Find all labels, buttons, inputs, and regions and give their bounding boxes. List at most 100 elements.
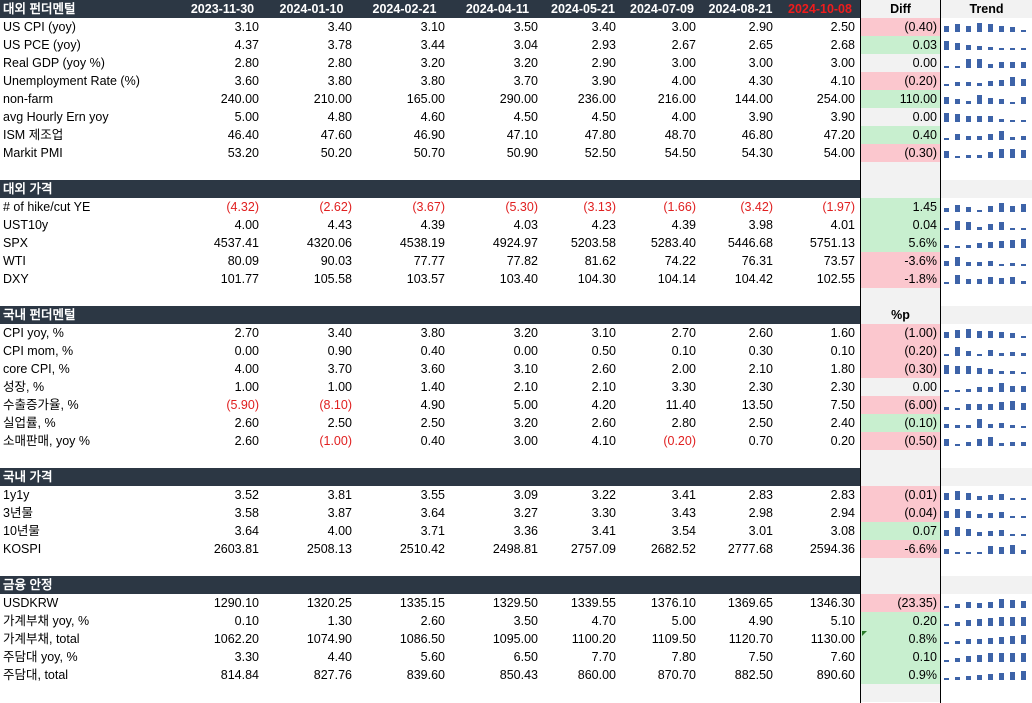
value-cell: 3.54 — [671, 524, 696, 538]
trend-blank — [941, 162, 1032, 180]
trend-bar — [944, 282, 949, 284]
trend-bar — [955, 408, 960, 410]
section-header: 대외 펀더멘털 2023-11-30 2024-01-10 2024-02-21 202… — [0, 0, 1032, 18]
trend-bar — [966, 366, 971, 374]
trend-bar — [1021, 30, 1026, 32]
trend-bar — [1021, 498, 1026, 500]
trend-sparkline — [941, 252, 1032, 270]
value-cell: 0.40 — [420, 434, 445, 448]
value-cell: 2.10 — [513, 380, 538, 394]
trend-bar — [988, 546, 993, 554]
value-cell: 0.70 — [748, 434, 773, 448]
section-header: 대외 가격 — [0, 180, 1032, 198]
value-cell: 2.83 — [830, 488, 855, 502]
value-cell: 50.90 — [506, 146, 538, 160]
value-cell: 3.00 — [513, 434, 538, 448]
trend-header-blank — [941, 306, 1032, 324]
value-cell: 13.50 — [741, 398, 773, 412]
diff-cell: (0.20) — [861, 72, 940, 90]
trend-bar — [944, 354, 949, 356]
value-cell: 0.10 — [234, 614, 259, 628]
value-cell: 1320.25 — [306, 596, 352, 610]
row-label: US PCE (yoy) — [3, 38, 81, 52]
value-cell: 1290.10 — [213, 596, 259, 610]
column-separator — [940, 0, 941, 703]
trend-bar — [999, 26, 1004, 32]
value-cell: 3.52 — [234, 488, 259, 502]
trend-bar — [966, 639, 971, 644]
table-row: 소매판매, yoy % 2.60 (1.00) 0.40 3.00 4.10 (0.20) 0… — [0, 432, 1032, 450]
value-cell: 827.76 — [313, 668, 352, 682]
trend-bar — [944, 390, 949, 392]
trend-bar — [988, 369, 993, 374]
row-label: CPI mom, % — [3, 344, 74, 358]
trend-bar — [977, 675, 982, 680]
value-cell: 3.60 — [420, 362, 445, 376]
date-header: 2024-08-21 — [708, 2, 773, 16]
diff-cell: (0.20) — [861, 342, 940, 360]
section-title: 금융 안정 — [3, 578, 53, 592]
value-cell: 2.93 — [591, 38, 616, 52]
value-cell: 240.00 — [220, 92, 259, 106]
value-cell: 74.22 — [664, 254, 696, 268]
trend-bar — [999, 203, 1004, 212]
value-cell: 77.77 — [413, 254, 445, 268]
trend-bar — [977, 227, 982, 230]
value-cell: 7.50 — [830, 398, 855, 412]
value-cell: 47.80 — [584, 128, 616, 142]
trend-bar — [999, 241, 1004, 248]
value-cell: 2.80 — [671, 416, 696, 430]
trend-bar — [944, 97, 949, 104]
trend-bar — [966, 442, 971, 446]
trend-bar — [944, 678, 949, 680]
trend-bar — [977, 243, 982, 248]
value-cell: 210.00 — [313, 92, 352, 106]
date-header: 2024-05-21 — [551, 2, 615, 16]
trend-bar — [999, 119, 1004, 122]
value-cell: 2.60 — [748, 326, 773, 340]
trend-bar — [977, 368, 982, 374]
value-cell: 4.00 — [327, 524, 352, 538]
value-cell: 80.09 — [227, 254, 259, 268]
value-cell: 3.64 — [420, 506, 445, 520]
table-row: WTI 80.09 90.03 77.77 77.82 81.62 74.22 76.31 73… — [0, 252, 1032, 270]
value-cell: 4.00 — [234, 362, 259, 376]
value-cell: 52.50 — [584, 146, 616, 160]
trend-bar — [999, 512, 1004, 518]
diff-blank — [861, 450, 940, 468]
value-cell: 4.70 — [591, 614, 616, 628]
trend-bar — [977, 532, 982, 536]
value-cell: 53.20 — [227, 146, 259, 160]
trend-bar — [977, 331, 982, 338]
trend-bar — [988, 242, 993, 248]
diff-cell: 0.9% — [861, 666, 940, 684]
value-cell: 3.00 — [748, 56, 773, 70]
table-row: 실업률, % 2.60 2.50 2.50 3.20 2.60 2.80 2.50 2.40 (0… — [0, 414, 1032, 432]
trend-bar — [1021, 386, 1026, 392]
trend-bar — [1010, 600, 1015, 608]
diff-cell: 0.20 — [861, 612, 940, 630]
value-cell: 4.39 — [671, 218, 696, 232]
value-cell: 103.57 — [406, 272, 445, 286]
trend-bar — [1021, 534, 1026, 536]
trend-bar — [988, 513, 993, 518]
trend-bar — [977, 155, 982, 158]
diff-cell: (0.40) — [861, 18, 940, 36]
trend-header-blank — [941, 576, 1032, 594]
value-cell: 3.50 — [513, 614, 538, 628]
value-cell: 2.10 — [748, 362, 773, 376]
trend-bar — [1021, 336, 1026, 338]
trend-bar — [955, 114, 960, 122]
diff-cell: 0.00 — [861, 378, 940, 396]
trend-bar — [1021, 120, 1026, 122]
trend-bar — [966, 656, 971, 662]
value-cell: 11.40 — [665, 398, 696, 412]
trend-bar — [999, 48, 1004, 50]
value-cell: 2.60 — [420, 614, 445, 628]
date-header: 2024-10-08 — [788, 2, 852, 16]
section-header: 국내 펀더멘털 %p — [0, 306, 1032, 324]
value-cell: 2.90 — [748, 20, 773, 34]
trend-bar — [988, 618, 993, 626]
table-row: US PCE (yoy) 4.37 3.78 3.44 3.04 2.93 2.67 2.65… — [0, 36, 1032, 54]
value-cell: (1.97) — [822, 200, 855, 214]
